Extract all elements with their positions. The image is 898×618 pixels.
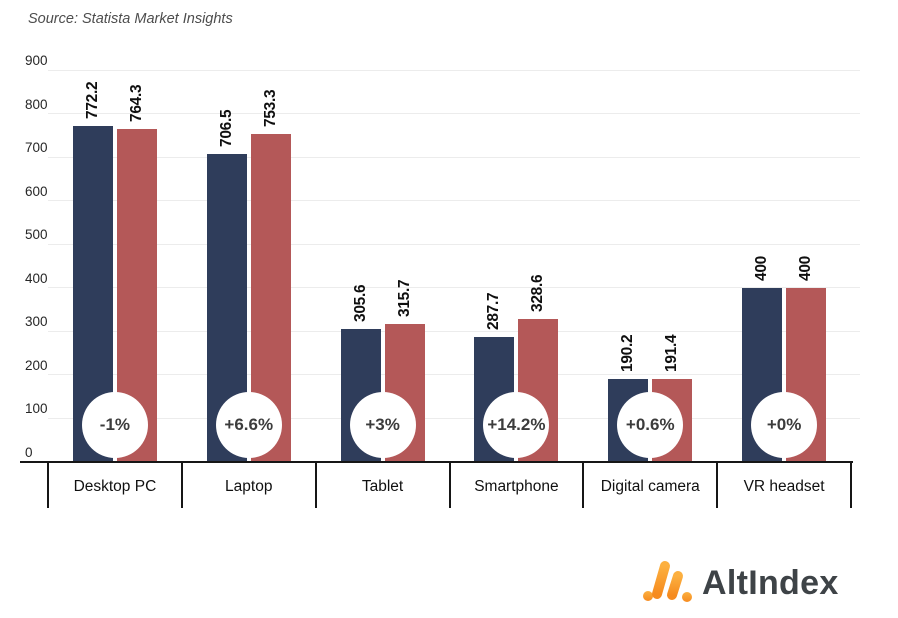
bar-value-label: 764.3 — [127, 84, 145, 123]
gridline-600 — [48, 200, 860, 202]
x-axis-line — [20, 461, 853, 463]
change-badge-smartphone: +14.2% — [483, 392, 550, 458]
category-separator — [850, 461, 852, 508]
category-label-desktop-pc: Desktop PC — [73, 478, 157, 495]
y-axis-tick-label: 100 — [25, 401, 48, 417]
category-label-laptop: Laptop — [225, 478, 273, 495]
gridline-800 — [48, 113, 860, 115]
gridline-900 — [48, 69, 860, 71]
bar-value-label: 400 — [753, 255, 771, 281]
change-badge-desktop-pc: -1% — [81, 392, 148, 458]
bar-value-label-anchor: 400 — [797, 256, 815, 281]
category-separator — [716, 461, 719, 508]
gridline-400 — [48, 287, 860, 289]
category-label-tablet: Tablet — [361, 478, 404, 495]
bar-value-label: 305.6 — [351, 284, 369, 322]
category-separator — [314, 461, 317, 508]
gridline-700 — [48, 156, 860, 158]
altindex-logo-icon — [643, 561, 692, 602]
y-axis-tick-label: 500 — [25, 227, 48, 243]
bar-value-label-anchor: 315.7 — [396, 280, 414, 317]
bar-value-label-anchor: 190.2 — [619, 335, 637, 372]
bar-value-label: 400 — [797, 255, 815, 281]
category-separator — [47, 461, 49, 508]
bar-value-label: 190.2 — [619, 334, 637, 373]
gridline-500 — [48, 243, 860, 245]
gridline-100 — [48, 417, 860, 419]
y-axis-tick-label: 800 — [25, 96, 48, 112]
y-axis-tick-label: 0 — [25, 445, 33, 460]
category-label-smartphone: Smartphone — [474, 478, 559, 495]
bar-value-label-anchor: 305.6 — [352, 285, 370, 322]
bar-value-label: 191.4 — [663, 334, 681, 372]
source-note: Source: Statista Market Insights — [28, 11, 233, 27]
bar-value-label: 753.3 — [261, 89, 279, 127]
category-label-vr-headset: VR headset — [743, 478, 825, 495]
bar-value-label-anchor: 328.6 — [529, 275, 547, 312]
category-separator — [180, 461, 183, 508]
y-axis-tick-label: 700 — [25, 140, 48, 156]
bar-value-label: 706.5 — [217, 109, 235, 148]
bar-value-label-anchor: 753.3 — [262, 90, 280, 127]
category-separator — [448, 461, 451, 508]
altindex-logo-text: AltIndex — [702, 563, 839, 602]
change-badge-digital-camera: +0.6% — [617, 392, 684, 458]
change-badge-tablet: +3% — [349, 392, 416, 458]
bar-value-label-anchor: 191.4 — [663, 334, 681, 371]
gridline-200 — [48, 374, 860, 376]
y-axis-tick-label: 200 — [25, 357, 48, 373]
bar-value-label-anchor: 706.5 — [218, 110, 236, 147]
bar-value-label: 287.7 — [485, 292, 503, 330]
y-axis-tick-label: 300 — [25, 314, 48, 330]
category-separator — [582, 461, 585, 508]
change-badge-laptop: +6.6% — [215, 392, 282, 458]
bar-value-label-anchor: 287.7 — [485, 292, 503, 329]
bar-value-label-anchor: 772.2 — [84, 81, 102, 118]
y-axis-tick-label: 600 — [25, 183, 48, 199]
change-badge-vr-headset: +0% — [751, 392, 818, 458]
bar-value-label: 328.6 — [529, 274, 547, 312]
bar-value-label-anchor: 400 — [753, 256, 771, 281]
bar-value-label: 315.7 — [395, 280, 413, 318]
y-axis-tick-label: 900 — [25, 53, 48, 68]
y-axis-tick-label: 400 — [25, 270, 48, 286]
category-label-digital-camera: Digital camera — [600, 478, 700, 495]
bar-value-label-anchor: 764.3 — [128, 85, 146, 122]
bar-value-label: 772.2 — [83, 81, 101, 119]
gridline-300 — [48, 330, 860, 332]
altindex-logo: AltIndex — [641, 559, 839, 607]
